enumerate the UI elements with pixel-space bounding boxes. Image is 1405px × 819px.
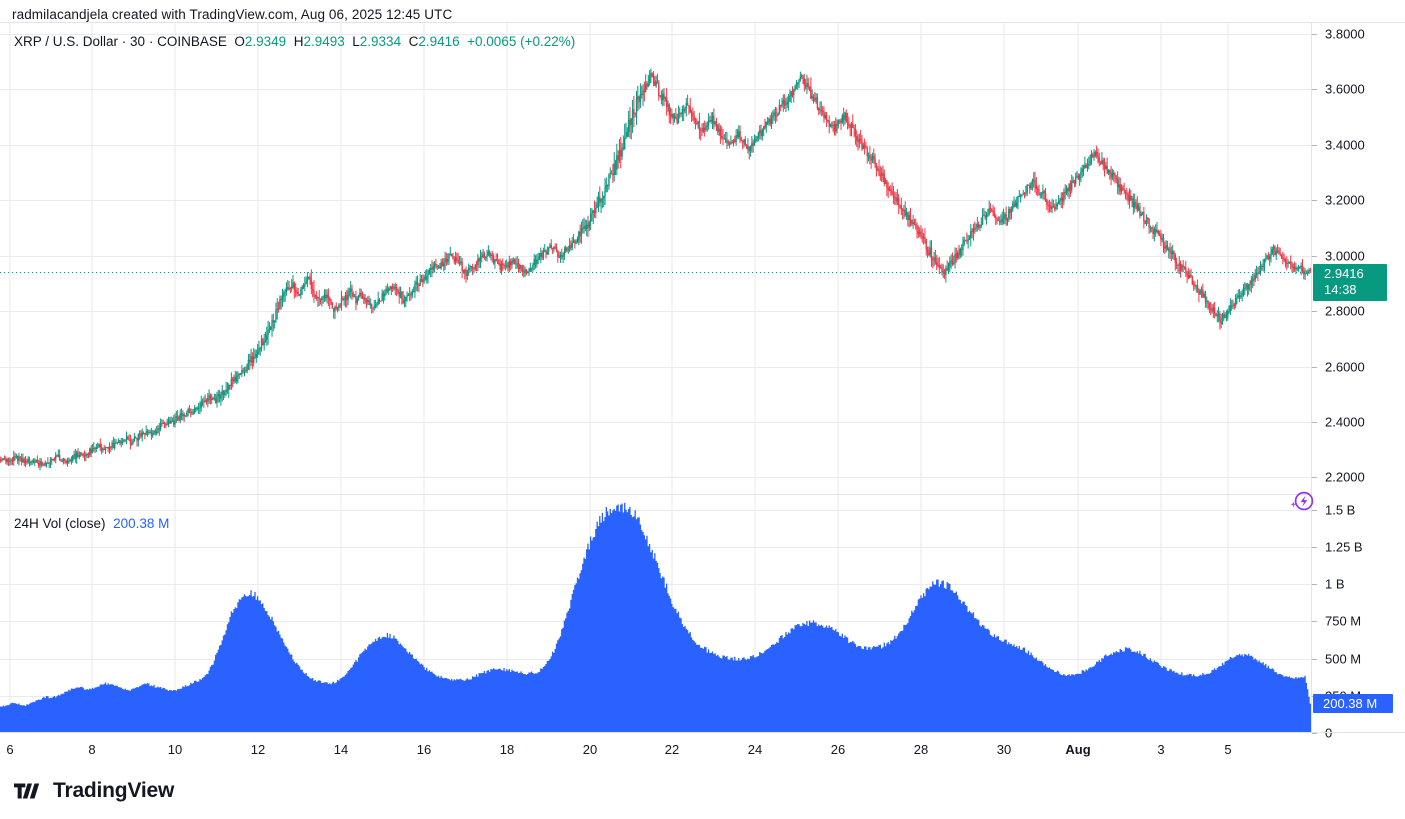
- price-scale-tick: [1312, 200, 1317, 201]
- volume-legend-value: 200.38 M: [113, 516, 170, 531]
- legend-open-value: 2.9349: [244, 34, 287, 49]
- volume-scale-label: 1 B: [1325, 576, 1345, 592]
- legend-high-key: H: [293, 34, 304, 49]
- right-price-scale[interactable]: 3.8000 3.6000 3.4000 3.2000 3.0000 2.8000 2.60…: [1311, 23, 1405, 741]
- chart-frame: XRP / U.S. Dollar · 30 · COINBASE O2.934…: [0, 22, 1405, 741]
- legend-sep-1: ·: [118, 34, 131, 49]
- time-scale-label: 20: [582, 742, 598, 757]
- price-scale-label: 2.8000: [1325, 303, 1365, 319]
- time-scale-label: 6: [6, 742, 14, 757]
- price-scale-tick: [1312, 477, 1317, 478]
- volume-scale-tick: [1312, 659, 1317, 660]
- legend-low-value: 2.9334: [359, 34, 402, 49]
- time-scale-label: 8: [88, 742, 96, 757]
- price-scale-label: 3.6000: [1325, 81, 1365, 97]
- time-scale-label: 28: [913, 742, 929, 757]
- price-scale-label: 3.2000: [1325, 192, 1365, 208]
- price-scale-tick: [1312, 89, 1317, 90]
- volume-pane[interactable]: [0, 495, 1311, 733]
- price-scale-tick: [1312, 422, 1317, 423]
- price-scale-label: 2.2000: [1325, 469, 1365, 485]
- time-scale-label: 24: [747, 742, 763, 757]
- legend-change: +0.0065 (+0.22%): [467, 34, 576, 49]
- time-scale-label: 22: [664, 742, 680, 757]
- volume-scale-tick: [1312, 510, 1317, 511]
- time-scale-label: 12: [250, 742, 266, 757]
- price-scale-tick: [1312, 311, 1317, 312]
- volume-scale-tick: [1312, 547, 1317, 548]
- ai-lightning-icon[interactable]: [1286, 489, 1316, 519]
- volume-scale-tick: [1312, 733, 1317, 734]
- tradingview-mark-icon: [14, 783, 40, 799]
- price-pane-legend[interactable]: XRP / U.S. Dollar · 30 · COINBASE O2.934…: [14, 34, 575, 49]
- tradingview-wordmark: TradingView: [53, 779, 175, 802]
- volume-pane-legend[interactable]: 24H Vol (close) 200.38 M: [14, 516, 169, 531]
- price-scale-tick: [1312, 145, 1317, 146]
- legend-interval: 30: [130, 34, 146, 49]
- time-scale-label: 16: [416, 742, 432, 757]
- tradingview-logo[interactable]: TradingView: [14, 779, 174, 803]
- price-scale-tick: [1312, 256, 1317, 257]
- legend-close-key: C: [408, 34, 419, 49]
- volume-scale-label: 750 M: [1325, 613, 1362, 629]
- price-scale-tick: [1312, 34, 1317, 35]
- price-gridlines: [0, 23, 1311, 494]
- pane-separator: [0, 494, 1311, 495]
- volume-scale-tick: [1312, 584, 1317, 585]
- legend-close-value: 2.9416: [418, 34, 460, 49]
- legend-low-key: L: [352, 34, 360, 49]
- candlestick-series: [0, 68, 1311, 471]
- legend-high-value: 2.9493: [303, 34, 345, 49]
- volume-scale-label: 0: [1325, 725, 1333, 741]
- time-scale-label: 3: [1157, 742, 1165, 757]
- price-scale-label: 3.0000: [1325, 248, 1365, 264]
- time-scale[interactable]: 6 8 10 12 14 16 18 20 22 24 26 28 30 Aug 3 5: [0, 732, 1405, 769]
- price-scale-label: 2.6000: [1325, 359, 1365, 375]
- price-pane[interactable]: [0, 23, 1311, 494]
- legend-sep-2: ·: [145, 34, 158, 49]
- time-scale-label: 14: [333, 742, 349, 757]
- volume-scale-tick: [1312, 621, 1317, 622]
- volume-area-series: [0, 502, 1311, 733]
- volume-scale-label: 1.5 B: [1325, 502, 1356, 518]
- time-scale-label: 30: [996, 742, 1012, 757]
- current-price-value: 2.9416: [1324, 265, 1364, 281]
- price-scale-label: 3.8000: [1325, 26, 1365, 42]
- price-scale-tick: [1312, 367, 1317, 368]
- price-scale-label: 2.4000: [1325, 414, 1365, 430]
- time-scale-label: 18: [499, 742, 515, 757]
- volume-scale-label: 500 M: [1325, 651, 1362, 667]
- legend-exchange: COINBASE: [157, 34, 227, 49]
- current-price-badge[interactable]: 2.9416 14:38: [1313, 263, 1387, 301]
- volume-scale-label: 1.25 B: [1325, 539, 1363, 555]
- current-price-time: 14:38: [1324, 281, 1357, 297]
- time-scale-label: Aug: [1065, 742, 1091, 757]
- time-scale-label: 10: [167, 742, 183, 757]
- time-scale-label: 26: [830, 742, 846, 757]
- attribution-text: radmilacandjela created with TradingView…: [12, 7, 453, 22]
- current-volume-badge[interactable]: 200.38 M: [1313, 694, 1393, 714]
- time-scale-label: 5: [1224, 742, 1232, 757]
- legend-symbol: XRP / U.S. Dollar: [14, 34, 119, 49]
- volume-legend-title: 24H Vol (close): [14, 516, 106, 531]
- legend-open-key: O: [234, 34, 245, 49]
- price-scale-label: 3.4000: [1325, 137, 1365, 153]
